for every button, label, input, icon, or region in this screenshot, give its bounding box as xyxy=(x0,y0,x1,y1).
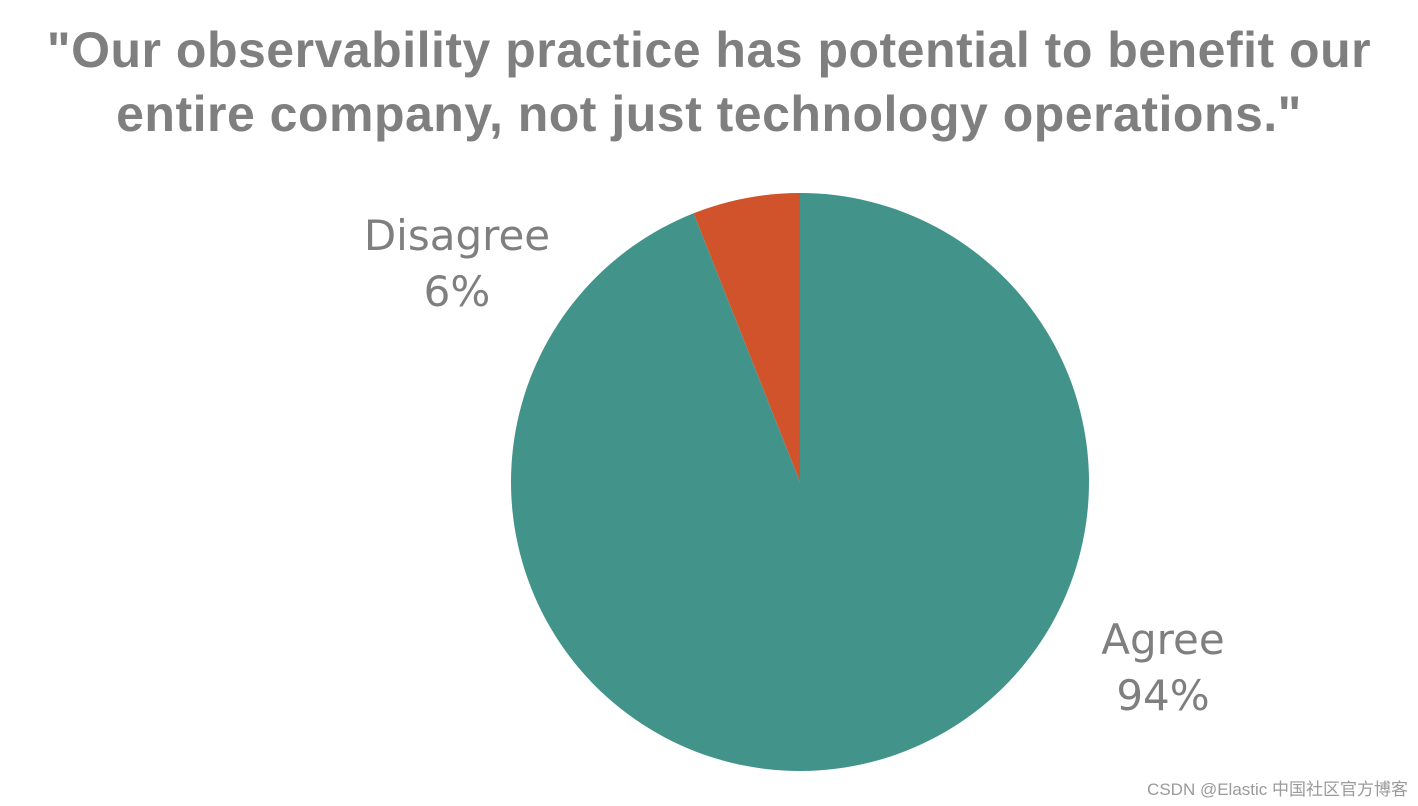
data-label-value: 6% xyxy=(424,267,491,316)
pie-slice-disagree xyxy=(693,193,800,482)
watermark: CSDN @Elastic 中国社区官方博客 xyxy=(1147,780,1408,799)
chart-title: "Our observability practice has potentia… xyxy=(46,22,1372,142)
data-label-category: Disagree xyxy=(364,211,550,260)
data-label-value: 94% xyxy=(1116,671,1209,720)
data-label-category: Agree xyxy=(1101,615,1224,664)
